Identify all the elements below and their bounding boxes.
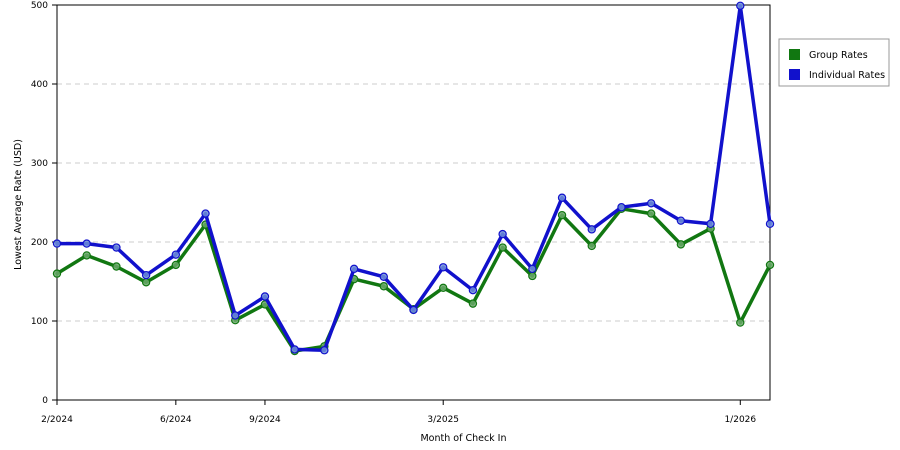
data-point (112, 243, 121, 252)
legend-box (778, 38, 890, 87)
grid-lines (57, 83, 770, 322)
data-point (82, 251, 91, 260)
data-point (468, 299, 478, 308)
data-point (498, 229, 507, 239)
data-point (706, 219, 715, 229)
data-point (557, 210, 567, 220)
data-point (112, 262, 121, 271)
data-point (557, 193, 567, 202)
data-point (290, 345, 299, 354)
series-line (55, 207, 772, 353)
data-point (231, 311, 240, 320)
series-individual-rates (52, 1, 775, 355)
data-point (439, 283, 448, 293)
data-point (141, 270, 151, 280)
y-tick-label: 300 (31, 159, 48, 169)
legend-label: Group Rates (809, 50, 868, 61)
data-point (409, 305, 418, 315)
data-point (349, 264, 359, 274)
x-tick-label: 3/2025 (427, 415, 459, 425)
data-point (201, 209, 210, 218)
legend-swatch (789, 49, 800, 60)
y-tick-label: 400 (31, 80, 48, 90)
y-axis: 0 100 200 300 400 500 (31, 1, 57, 406)
data-point (468, 285, 478, 295)
data-point (379, 272, 388, 281)
x-tick-label: 1/2026 (724, 415, 756, 425)
legend-label: Individual Rates (809, 70, 885, 81)
data-point (171, 260, 181, 270)
y-tick-label: 0 (42, 396, 48, 406)
data-point (617, 203, 626, 212)
data-point (171, 250, 181, 259)
series-group-rates (52, 204, 775, 356)
data-point (676, 216, 686, 225)
x-axis-title: Month of Check In (420, 433, 506, 444)
data-point (528, 264, 537, 274)
data-point (765, 260, 775, 270)
legend: Group Rates Individual Rates (778, 38, 890, 87)
data-point (498, 243, 507, 252)
data-point (587, 241, 596, 251)
x-tick-label: 2/2024 (41, 415, 73, 425)
y-tick-label: 200 (31, 238, 48, 248)
data-point (260, 292, 270, 301)
series-layer (52, 1, 775, 356)
y-tick-label: 500 (31, 1, 48, 11)
data-point (52, 239, 62, 248)
data-point (676, 240, 686, 249)
data-point (379, 282, 388, 291)
plot-frame (56, 4, 771, 401)
y-axis-title: Lowest Average Rate (USD) (13, 139, 24, 270)
data-point (646, 199, 656, 208)
x-tick-label: 9/2024 (249, 415, 281, 425)
data-point (141, 278, 151, 287)
data-point (439, 263, 448, 272)
data-point (320, 346, 329, 355)
x-tick-label: 6/2024 (160, 415, 192, 425)
data-point (736, 1, 745, 10)
series-line (55, 4, 772, 352)
data-point (736, 318, 745, 327)
data-point (528, 271, 537, 281)
data-point (646, 209, 656, 218)
data-point (587, 225, 596, 234)
data-point (82, 239, 91, 248)
legend-items: Group Rates Individual Rates (789, 49, 885, 81)
x-axis: 2/2024 6/2024 9/2024 3/2025 1/2026 (41, 400, 756, 425)
data-point (52, 269, 62, 278)
y-tick-label: 100 (31, 317, 48, 327)
data-point (765, 219, 775, 229)
legend-swatch (789, 69, 800, 80)
